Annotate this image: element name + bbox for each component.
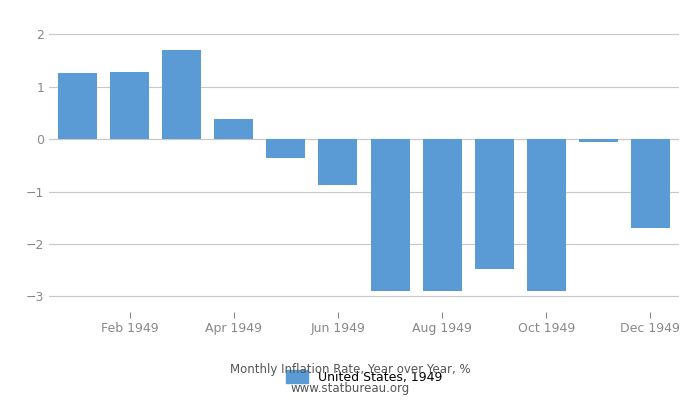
Bar <box>423 139 461 291</box>
Text: www.statbureau.org: www.statbureau.org <box>290 382 410 395</box>
Text: Monthly Inflation Rate, Year over Year, %: Monthly Inflation Rate, Year over Year, … <box>230 364 470 376</box>
Bar <box>475 139 514 269</box>
Bar <box>162 50 202 139</box>
Legend: United States, 1949: United States, 1949 <box>286 370 442 384</box>
Bar <box>318 139 358 185</box>
Bar <box>58 73 97 139</box>
Bar <box>214 119 253 139</box>
Bar <box>526 139 566 291</box>
Bar <box>631 139 670 228</box>
Bar <box>267 139 305 158</box>
Bar <box>370 139 410 291</box>
Bar <box>110 72 149 139</box>
Bar <box>579 139 618 142</box>
